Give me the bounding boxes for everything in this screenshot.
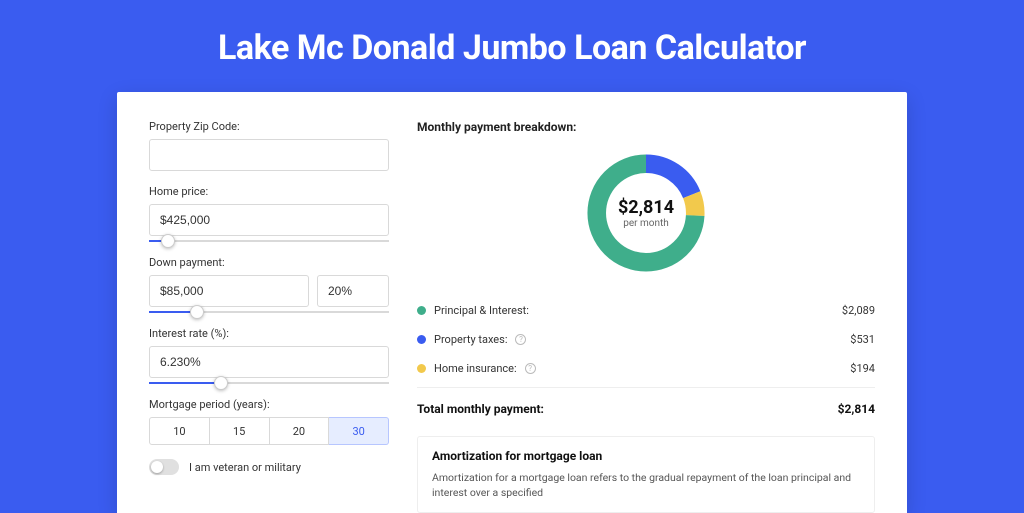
down-payment-pct-input[interactable]	[317, 275, 389, 307]
breakdown-column: Monthly payment breakdown: $2,814 per mo…	[417, 120, 875, 513]
slider-thumb[interactable]	[214, 376, 228, 390]
donut-center: $2,814 per month	[581, 148, 711, 278]
total-label: Total monthly payment:	[417, 402, 544, 416]
divider	[417, 387, 875, 388]
home-price-slider[interactable]	[149, 240, 389, 242]
donut-chart-wrap: $2,814 per month	[417, 148, 875, 278]
legend-taxes: Property taxes: ? $531	[417, 325, 875, 354]
legend-label: Principal & Interest:	[434, 304, 529, 317]
home-price-label: Home price:	[149, 185, 389, 198]
interest-group: Interest rate (%):	[149, 327, 389, 384]
down-payment-group: Down payment:	[149, 256, 389, 313]
period-btn-30[interactable]: 30	[329, 417, 389, 445]
legend-value: $194	[850, 362, 875, 375]
legend-value: $531	[850, 333, 875, 346]
interest-slider[interactable]	[149, 382, 389, 384]
legend-label: Property taxes:	[434, 333, 507, 346]
legend-value: $2,089	[842, 304, 875, 317]
veteran-row: I am veteran or military	[149, 459, 389, 475]
period-btn-10[interactable]: 10	[149, 417, 210, 445]
zip-input[interactable]	[149, 139, 389, 171]
amortization-box: Amortization for mortgage loan Amortizat…	[417, 436, 875, 513]
slider-thumb[interactable]	[190, 305, 204, 319]
donut-amount: $2,814	[618, 197, 674, 218]
veteran-label: I am veteran or military	[189, 461, 301, 474]
breakdown-title: Monthly payment breakdown:	[417, 120, 875, 134]
period-options: 10 15 20 30	[149, 417, 389, 445]
calculator-card: Property Zip Code: Home price: Down paym…	[117, 92, 907, 513]
slider-thumb[interactable]	[161, 234, 175, 248]
zip-field-group: Property Zip Code:	[149, 120, 389, 171]
total-row: Total monthly payment: $2,814	[417, 392, 875, 430]
amortization-title: Amortization for mortgage loan	[432, 449, 860, 463]
inputs-column: Property Zip Code: Home price: Down paym…	[149, 120, 389, 513]
down-payment-slider[interactable]	[149, 311, 389, 313]
legend-principal: Principal & Interest: $2,089	[417, 296, 875, 325]
period-btn-15[interactable]: 15	[210, 417, 270, 445]
zip-label: Property Zip Code:	[149, 120, 389, 133]
page-title: Lake Mc Donald Jumbo Loan Calculator	[0, 0, 1024, 92]
donut-sub: per month	[623, 218, 669, 229]
home-price-input[interactable]	[149, 204, 389, 236]
period-btn-20[interactable]: 20	[270, 417, 330, 445]
total-value: $2,814	[838, 402, 875, 416]
dot-icon	[417, 364, 426, 373]
period-label: Mortgage period (years):	[149, 398, 389, 411]
donut-chart: $2,814 per month	[581, 148, 711, 278]
dot-icon	[417, 335, 426, 344]
legend-insurance: Home insurance: ? $194	[417, 354, 875, 383]
period-group: Mortgage period (years): 10 15 20 30	[149, 398, 389, 445]
legend-label: Home insurance:	[434, 362, 517, 375]
interest-label: Interest rate (%):	[149, 327, 389, 340]
veteran-toggle[interactable]	[149, 459, 179, 475]
down-payment-label: Down payment:	[149, 256, 389, 269]
home-price-group: Home price:	[149, 185, 389, 242]
interest-input[interactable]	[149, 346, 389, 378]
info-icon[interactable]: ?	[525, 363, 536, 374]
down-payment-input[interactable]	[149, 275, 309, 307]
info-icon[interactable]: ?	[515, 334, 526, 345]
amortization-text: Amortization for a mortgage loan refers …	[432, 471, 860, 500]
dot-icon	[417, 306, 426, 315]
